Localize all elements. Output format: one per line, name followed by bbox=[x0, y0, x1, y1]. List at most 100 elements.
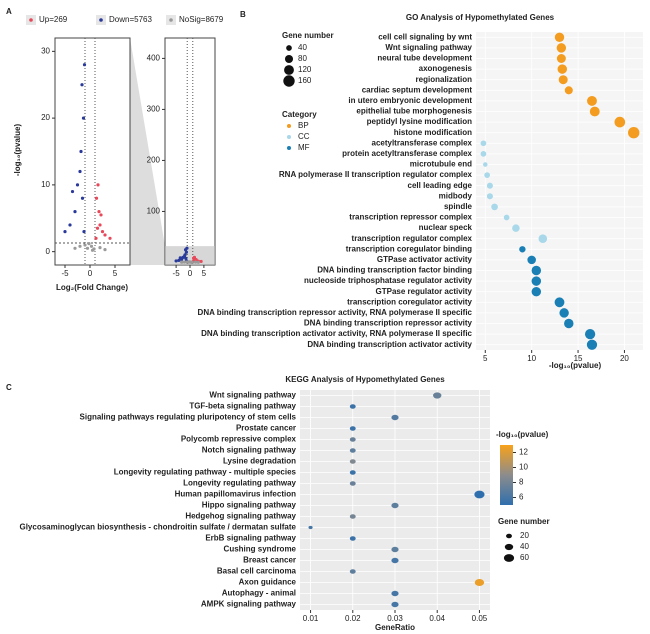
size-legend-marker bbox=[503, 554, 515, 562]
category-label: transcription regulator complex bbox=[352, 234, 473, 243]
volcano-point bbox=[90, 248, 95, 252]
legend-marker bbox=[169, 18, 173, 22]
dot bbox=[531, 276, 542, 286]
dot bbox=[531, 286, 542, 297]
volcano-point bbox=[103, 233, 107, 237]
category-label: Human papillomavirus infection bbox=[175, 490, 296, 499]
colorbar-tick-label: 10 bbox=[519, 463, 528, 472]
y-tick-label: 300 bbox=[147, 105, 161, 114]
dot bbox=[349, 514, 356, 519]
volcano-point bbox=[89, 244, 94, 248]
category-label: Wnt signaling pathway bbox=[209, 391, 296, 400]
size-legend-label: 20 bbox=[520, 531, 529, 540]
x-tick-label: 10 bbox=[527, 354, 536, 363]
size-legend-marker bbox=[286, 45, 292, 51]
dot bbox=[349, 437, 356, 442]
category-label: Notch signaling pathway bbox=[202, 446, 297, 455]
y-tick-label: 200 bbox=[147, 156, 161, 165]
dot bbox=[480, 140, 487, 147]
volcano-point bbox=[94, 236, 98, 240]
category-label: cardiac septum development bbox=[362, 85, 473, 94]
size-legend-label: 60 bbox=[520, 553, 529, 562]
chart-title: GO Analysis of Hypomethylated Genes bbox=[406, 13, 555, 22]
category-label: in utero embryonic development bbox=[348, 96, 472, 105]
x-tick-label: 0.01 bbox=[303, 614, 319, 623]
colorbar bbox=[500, 445, 513, 505]
volcano-point bbox=[95, 226, 100, 230]
size-legend-title: Gene number bbox=[282, 31, 334, 40]
volcano-point bbox=[63, 230, 67, 234]
category-label: Wnt signaling pathway bbox=[385, 43, 472, 52]
legend-label: NoSig=8679 bbox=[179, 15, 224, 24]
colorbar-tick-label: 6 bbox=[519, 493, 524, 502]
legend-label: BP bbox=[298, 121, 309, 130]
category-label: RNA polymerase II transcription regulato… bbox=[279, 170, 473, 179]
x-tick-label: 5 bbox=[202, 269, 207, 278]
volcano-point bbox=[194, 258, 198, 262]
volcano-point bbox=[68, 223, 72, 227]
dot bbox=[474, 490, 485, 499]
dot bbox=[628, 127, 640, 139]
category-label: Lysine degradation bbox=[223, 457, 296, 466]
category-label: GTPase activator activity bbox=[377, 255, 473, 264]
category-label: spindle bbox=[444, 202, 473, 211]
x-tick-label: 5 bbox=[113, 269, 118, 278]
size-legend-label: 160 bbox=[298, 76, 312, 85]
dot bbox=[584, 328, 596, 340]
category-label: Axon guidance bbox=[239, 578, 297, 587]
category-label: epithelial tube morphogenesis bbox=[356, 107, 472, 116]
category-label: Basal cell carcinoma bbox=[217, 567, 297, 576]
category-label: transcription coregulator activity bbox=[347, 297, 472, 306]
x-tick-label: 20 bbox=[620, 354, 629, 363]
dot bbox=[564, 318, 574, 329]
x-tick-label: 0.05 bbox=[472, 614, 488, 623]
x-tick-label: -5 bbox=[173, 269, 181, 278]
legend-label: CC bbox=[298, 132, 310, 141]
category-label: Hedgehog signaling pathway bbox=[185, 512, 296, 521]
y-tick-label: 100 bbox=[147, 207, 161, 216]
x-tick-label: 0.02 bbox=[345, 614, 361, 623]
volcano-point bbox=[79, 149, 83, 154]
size-legend-marker bbox=[283, 75, 295, 87]
x-tick-label: 0 bbox=[188, 269, 193, 278]
x-tick-label: 0 bbox=[88, 269, 93, 278]
legend-marker bbox=[29, 18, 33, 22]
volcano-point bbox=[81, 116, 86, 120]
category-label: transcription coregulator binding bbox=[346, 244, 472, 253]
volcano-point bbox=[196, 260, 200, 264]
dot bbox=[558, 75, 568, 85]
category-label: DNA binding transcription repressor acti… bbox=[198, 308, 473, 317]
category-label: TGF-beta signaling pathway bbox=[189, 402, 296, 411]
volcano-point bbox=[75, 183, 80, 187]
dot bbox=[308, 525, 313, 530]
dot bbox=[589, 106, 600, 117]
category-label: cell cell signaling by wnt bbox=[378, 32, 472, 41]
volcano-point bbox=[94, 196, 99, 200]
category-label: Autophagy - animal bbox=[222, 589, 296, 598]
dot bbox=[349, 536, 356, 541]
colorbar-tick-label: 8 bbox=[519, 478, 524, 487]
category-label: histone modification bbox=[394, 128, 472, 137]
legend-marker bbox=[287, 124, 291, 128]
volcano-point bbox=[199, 259, 203, 264]
volcano-point bbox=[181, 255, 185, 259]
category-label: Longevity regulating pathway bbox=[183, 479, 296, 488]
dot bbox=[503, 214, 510, 221]
dot bbox=[614, 116, 626, 128]
dot bbox=[586, 339, 598, 350]
dot bbox=[480, 151, 487, 157]
volcano-point bbox=[85, 246, 90, 250]
size-legend-marker bbox=[506, 533, 512, 539]
dot bbox=[349, 481, 356, 486]
colorbar-title: -log₁₀(pvalue) bbox=[496, 430, 549, 439]
category-label: DNA binding transcription factor binding bbox=[317, 266, 472, 275]
dot bbox=[486, 182, 493, 189]
volcano-point bbox=[183, 248, 188, 252]
dot bbox=[527, 255, 536, 265]
panel-label: B bbox=[240, 10, 246, 19]
category-label: Cushing syndrome bbox=[224, 545, 297, 554]
dot bbox=[349, 426, 356, 431]
volcano-point bbox=[73, 246, 77, 250]
volcano-point bbox=[100, 230, 105, 234]
